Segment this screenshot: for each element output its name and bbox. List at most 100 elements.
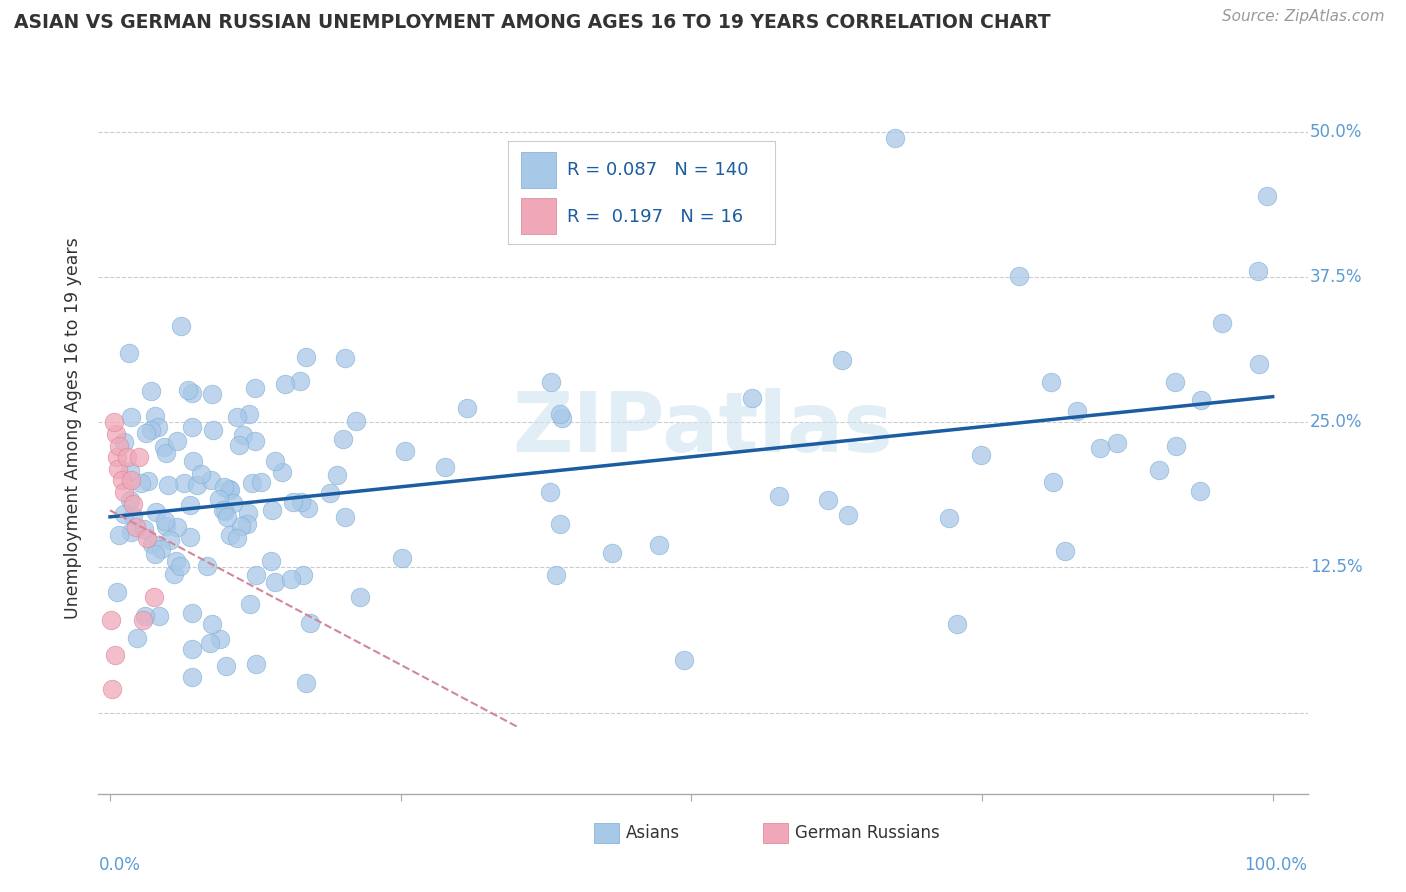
Point — [181, 386, 204, 401]
Point — [181, 419, 204, 434]
Point — [1247, 264, 1270, 278]
Point — [318, 486, 340, 500]
Text: 50.0%: 50.0% — [1310, 123, 1362, 141]
Point — [264, 575, 287, 590]
Point — [143, 547, 166, 561]
Point — [108, 439, 131, 453]
Point — [103, 415, 125, 429]
Point — [232, 428, 254, 442]
Point — [105, 585, 128, 599]
Point — [768, 489, 790, 503]
Point — [118, 465, 141, 479]
Text: 0.0%: 0.0% — [98, 856, 141, 874]
Point — [291, 568, 314, 582]
Point — [181, 454, 204, 468]
Point — [120, 524, 142, 539]
Point — [143, 409, 166, 424]
Point — [1066, 403, 1088, 417]
Point — [179, 498, 201, 512]
Point — [181, 641, 204, 656]
Point — [162, 566, 184, 581]
Text: Source: ZipAtlas.com: Source: ZipAtlas.com — [1222, 9, 1385, 24]
Point — [127, 632, 149, 646]
Point — [245, 568, 267, 582]
Point — [222, 496, 245, 510]
Point — [817, 492, 839, 507]
Point — [273, 376, 295, 391]
Point — [128, 450, 150, 465]
Point — [104, 648, 127, 662]
Point — [218, 483, 240, 497]
Point — [131, 613, 153, 627]
Point — [179, 530, 201, 544]
Point — [1164, 439, 1187, 453]
Point — [883, 131, 905, 145]
Text: Asians: Asians — [627, 824, 681, 842]
Point — [145, 505, 167, 519]
Point — [117, 450, 139, 465]
Point — [177, 384, 200, 398]
Point — [108, 527, 131, 541]
Point — [149, 541, 172, 556]
Point — [335, 351, 357, 366]
Point — [136, 475, 159, 489]
Point — [212, 503, 235, 517]
Point — [290, 495, 312, 509]
Text: 12.5%: 12.5% — [1310, 558, 1362, 576]
Point — [344, 414, 367, 428]
Point — [1105, 436, 1128, 450]
Point — [157, 478, 180, 492]
Point — [1090, 441, 1112, 455]
Point — [100, 613, 122, 627]
Point — [433, 459, 456, 474]
Point — [153, 514, 176, 528]
Point — [143, 590, 166, 604]
Point — [107, 462, 129, 476]
Point — [226, 410, 249, 425]
Point — [945, 617, 967, 632]
Point — [201, 387, 224, 401]
Point — [139, 423, 162, 437]
Point — [281, 495, 304, 509]
Point — [326, 468, 349, 483]
Text: ZIPatlas: ZIPatlas — [513, 388, 893, 468]
Point — [260, 503, 283, 517]
Point — [105, 450, 128, 465]
Point — [1149, 463, 1171, 477]
Point — [295, 675, 318, 690]
Point — [1054, 544, 1077, 558]
Point — [240, 476, 263, 491]
Point — [238, 506, 260, 520]
Point — [332, 433, 354, 447]
Point — [136, 532, 159, 546]
Point — [111, 474, 134, 488]
Point — [1256, 189, 1278, 203]
Point — [134, 609, 156, 624]
Point — [200, 473, 222, 487]
Point — [394, 444, 416, 458]
Text: ASIAN VS GERMAN RUSSIAN UNEMPLOYMENT AMONG AGES 16 TO 19 YEARS CORRELATION CHART: ASIAN VS GERMAN RUSSIAN UNEMPLOYMENT AMO… — [14, 13, 1050, 32]
Point — [181, 670, 204, 684]
Point — [129, 475, 152, 490]
Point — [112, 508, 135, 522]
Point — [672, 653, 695, 667]
Point — [544, 568, 567, 582]
Point — [280, 572, 302, 586]
Point — [214, 659, 236, 673]
Point — [173, 475, 195, 490]
Point — [456, 401, 478, 416]
Point — [201, 617, 224, 632]
Point — [970, 448, 993, 462]
Point — [101, 682, 124, 697]
Point — [112, 434, 135, 449]
Point — [238, 407, 260, 421]
Text: R =  0.197   N = 16: R = 0.197 N = 16 — [567, 208, 742, 226]
Point — [245, 381, 267, 395]
Point — [271, 465, 294, 479]
Point — [239, 598, 262, 612]
Point — [155, 446, 177, 460]
Point — [124, 520, 146, 534]
Point — [122, 497, 145, 511]
Point — [647, 538, 669, 552]
Point — [538, 485, 561, 500]
